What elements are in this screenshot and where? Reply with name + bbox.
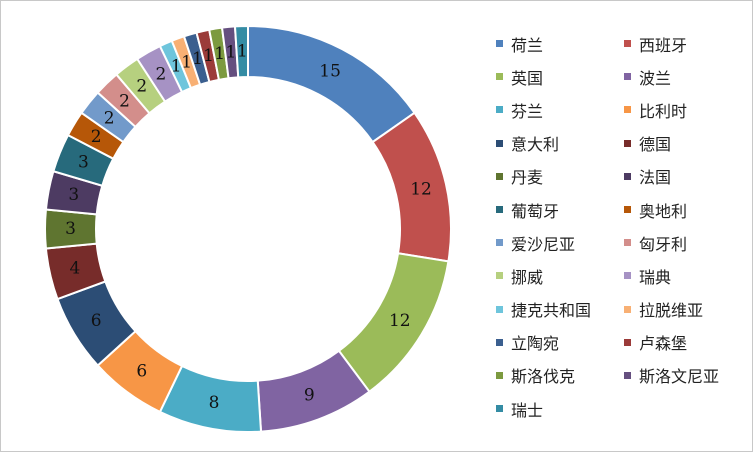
legend-label-7: 德国 [639, 135, 672, 155]
legend-item-5: 比利时 [624, 93, 746, 126]
legend-item-4: 芬兰 [496, 93, 624, 126]
legend-item-9: 法国 [624, 160, 746, 193]
slice-label-7: 4 [70, 258, 81, 278]
legend-label-17: 拉脱维亚 [639, 301, 704, 321]
legend-swatch-10 [496, 206, 503, 214]
legend-item-19: 卢森堡 [624, 326, 746, 359]
legend-swatch-13 [624, 239, 631, 247]
legend-swatch-19 [624, 338, 631, 346]
legend-swatch-20 [496, 371, 503, 379]
legend-swatch-3 [624, 73, 631, 81]
legend-label-9: 法国 [639, 168, 672, 188]
slice-label-11: 2 [91, 127, 102, 147]
legend-swatch-12 [496, 239, 503, 247]
legend: 荷兰 西班牙英国 波兰芬兰 比利时意大利 德国丹麦 法国葡萄牙 奥地利爱沙尼亚 匈牙利挪威 瑞典… [496, 27, 746, 425]
slice-label-14: 2 [136, 77, 147, 97]
legend-swatch-16 [496, 305, 503, 313]
slice-label-6: 6 [91, 311, 102, 331]
legend-label-15: 瑞典 [639, 267, 672, 287]
legend-item-18: 立陶宛 [496, 326, 624, 359]
legend-item-17: 拉脱维亚 [624, 293, 746, 326]
legend-label-12: 爱沙尼亚 [511, 234, 576, 254]
legend-item-2: 英国 [496, 60, 624, 93]
slice-label-15: 2 [155, 64, 166, 84]
slice-label-1: 12 [410, 180, 432, 200]
slice-label-2: 12 [389, 311, 411, 331]
legend-item-15: 瑞典 [624, 259, 746, 292]
slice-label-10: 3 [78, 152, 89, 172]
slice-label-3: 9 [304, 386, 315, 406]
legend-label-0: 荷兰 [511, 35, 544, 55]
legend-item-1: 西班牙 [624, 27, 746, 60]
legend-swatch-21 [624, 371, 631, 379]
legend-label-5: 比利时 [639, 101, 688, 121]
legend-swatch-2 [496, 73, 503, 81]
legend-item-7: 德国 [624, 127, 746, 160]
slice-label-18: 1 [192, 49, 203, 69]
legend-label-6: 意大利 [511, 135, 560, 155]
slice-label-13: 2 [119, 91, 130, 111]
legend-label-13: 匈牙利 [639, 234, 688, 254]
legend-label-8: 丹麦 [511, 168, 544, 188]
legend-label-22: 瑞士 [511, 400, 544, 420]
legend-label-21: 斯洛文尼亚 [639, 367, 720, 387]
slice-label-8: 3 [65, 219, 76, 239]
slice-label-21: 1 [226, 42, 237, 62]
legend-label-14: 挪威 [511, 267, 544, 287]
legend-label-3: 波兰 [639, 68, 672, 88]
legend-swatch-5 [624, 106, 631, 114]
legend-item-16: 捷克共和国 [496, 293, 624, 326]
slice-label-5: 6 [136, 361, 147, 381]
legend-item-13: 匈牙利 [624, 226, 746, 259]
slice-label-9: 3 [68, 185, 79, 205]
legend-item-11: 奥地利 [624, 193, 746, 226]
legend-item-0: 荷兰 [496, 27, 624, 60]
legend-item-20: 斯洛伐克 [496, 359, 624, 392]
legend-swatch-6 [496, 139, 503, 147]
legend-item-22: 瑞士 [496, 392, 624, 425]
legend-label-16: 捷克共和国 [511, 301, 592, 321]
legend-label-11: 奥地利 [639, 201, 688, 221]
legend-item-12: 爱沙尼亚 [496, 226, 624, 259]
legend-label-10: 葡萄牙 [511, 201, 560, 221]
legend-swatch-7 [624, 139, 631, 147]
legend-swatch-22 [496, 405, 503, 413]
legend-swatch-11 [624, 206, 631, 214]
slice-label-20: 1 [214, 44, 225, 64]
legend-item-8: 丹麦 [496, 160, 624, 193]
legend-swatch-18 [496, 338, 503, 346]
legend-label-1: 西班牙 [639, 35, 688, 55]
legend-swatch-14 [496, 272, 503, 280]
legend-swatch-17 [624, 305, 631, 313]
slice-label-22: 1 [237, 42, 248, 62]
slice-22 [233, 24, 249, 79]
slice-label-4: 8 [209, 393, 220, 413]
legend-label-4: 芬兰 [511, 101, 544, 121]
legend-item-10: 葡萄牙 [496, 193, 624, 226]
legend-label-18: 立陶宛 [511, 334, 560, 354]
slice-label-12: 2 [104, 108, 115, 128]
legend-label-19: 卢森堡 [639, 334, 688, 354]
slice-label-16: 1 [171, 57, 182, 77]
legend-swatch-1 [624, 40, 631, 48]
legend-label-20: 斯洛伐克 [511, 367, 576, 387]
legend-item-14: 挪威 [496, 259, 624, 292]
slice-0 [247, 24, 416, 144]
legend-item-6: 意大利 [496, 127, 624, 160]
slice-label-19: 1 [203, 46, 214, 66]
legend-item-3: 波兰 [624, 60, 746, 93]
legend-swatch-4 [496, 106, 503, 114]
slice-label-17: 1 [181, 52, 192, 72]
legend-label-2: 英国 [511, 68, 544, 88]
legend-swatch-9 [624, 172, 631, 180]
legend-item-21: 斯洛文尼亚 [624, 359, 746, 392]
slice-label-0: 15 [319, 62, 341, 82]
legend-swatch-8 [496, 172, 503, 180]
legend-swatch-15 [624, 272, 631, 280]
legend-swatch-0 [496, 40, 503, 48]
